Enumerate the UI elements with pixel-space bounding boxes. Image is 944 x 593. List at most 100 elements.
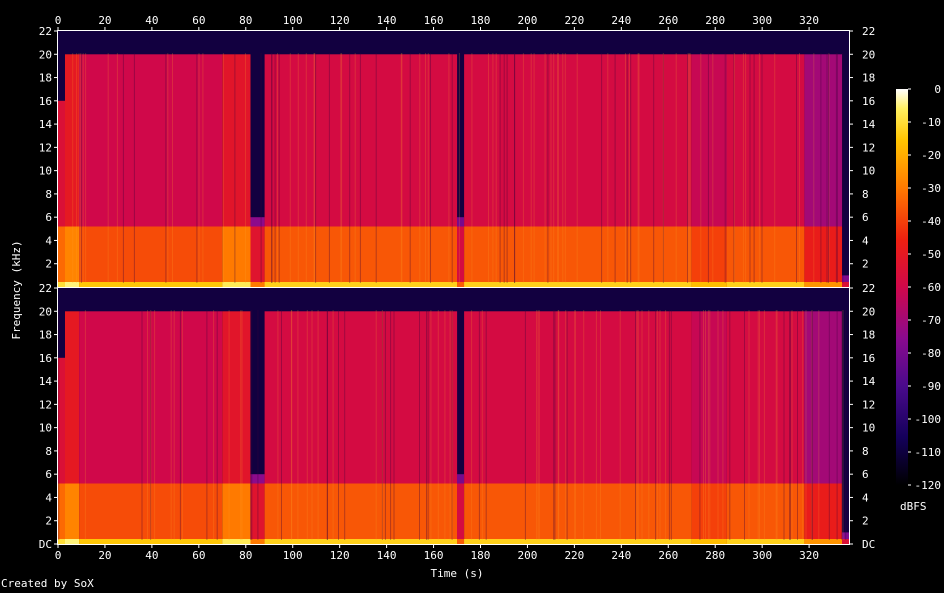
y-tick-label-right: 22: [862, 25, 875, 38]
spectrogram-band-low: [726, 226, 805, 287]
spectrogram-streak: [550, 53, 552, 283]
spectrogram-streak: [271, 53, 273, 283]
spectrogram-streak: [326, 310, 328, 540]
spectrogram-streak: [811, 310, 813, 540]
y-tick-label-right: 16: [862, 95, 875, 108]
spectrogram-band-bass: [58, 282, 65, 287]
spectrogram-band-low: [464, 483, 692, 544]
spectrogram-streak: [80, 53, 82, 283]
spectrogram-streak: [544, 53, 546, 283]
y-tick-label-left: 6: [45, 468, 52, 481]
spectrogram-streak: [662, 53, 664, 283]
spectrogram-band-low: [264, 226, 458, 287]
spectrogram-streak: [813, 53, 815, 283]
channel-1-panel: [58, 31, 849, 287]
spectrogram-band-bass: [691, 539, 727, 544]
y-tick-label-right: 8: [862, 188, 869, 201]
x-tick-label: 280: [705, 14, 725, 27]
y-tick-label-left: 22: [39, 25, 52, 38]
spectrogram-streak: [451, 53, 453, 283]
spectrogram-streak: [240, 310, 242, 540]
spectrogram-streak: [78, 53, 80, 283]
x-tick-label: 220: [564, 14, 584, 27]
spectrogram-band-low: [804, 226, 842, 287]
spectrogram-band-bass: [65, 539, 80, 544]
y-tick-label-right: 14: [862, 118, 876, 131]
spectrogram-band-high: [264, 311, 458, 484]
spectrogram-streak: [82, 53, 84, 283]
x-tick-label: 300: [752, 14, 772, 27]
spectrogram-streak: [291, 310, 293, 540]
spectrogram-streak: [499, 53, 501, 283]
spectrogram-streak: [828, 53, 830, 283]
colorbar-tick-label: -30: [921, 182, 941, 195]
x-tick-label: 0: [55, 14, 62, 27]
spectrogram-streak: [430, 53, 431, 283]
spectrogram-streak: [451, 310, 453, 540]
spectrogram-streak: [277, 310, 279, 540]
x-tick-label: 40: [145, 14, 158, 27]
x-tick-label: 20: [98, 14, 111, 27]
spectrogram-streak: [326, 310, 328, 540]
spectrogram-streak: [700, 53, 702, 283]
spectrogram-band-bass: [250, 282, 265, 287]
spectrogram-streak: [707, 53, 709, 283]
spectrogram-streak: [340, 53, 342, 283]
x-tick-label: 220: [564, 549, 584, 562]
channel-2-panel: [58, 288, 849, 544]
spectrogram-streak: [845, 310, 847, 540]
colorbar-tick-label: -120: [915, 479, 942, 492]
y-tick-label-right: 6: [862, 468, 869, 481]
spectrogram-streak: [836, 53, 838, 283]
spectrogram-band-high: [58, 100, 65, 227]
spectrogram-streak: [614, 53, 616, 283]
spectrogram-streak: [668, 310, 670, 540]
spectrogram-streak: [250, 310, 252, 540]
colorbar-tick-label: -50: [921, 248, 941, 261]
spectrogram-streak: [576, 53, 578, 283]
spectrogram-band-bass: [691, 282, 727, 287]
spectrogram-band-high: [457, 217, 464, 227]
spectrogram-streak: [514, 53, 516, 283]
spectrogram-streak: [635, 310, 636, 540]
spectrogram-streak: [562, 53, 564, 283]
x-tick-label: 200: [517, 14, 537, 27]
spectrogram-streak: [776, 310, 778, 540]
spectrogram-streak: [437, 310, 439, 540]
spectrogram-band-bass: [726, 539, 805, 544]
x-tick-label: 100: [283, 549, 303, 562]
spectrogram-streak: [533, 53, 535, 283]
spectrogram-streak: [122, 53, 124, 283]
spectrogram-streak: [297, 53, 299, 283]
spectrogram-streak: [449, 310, 451, 540]
spectrogram-streak: [141, 310, 143, 540]
spectrogram-streak: [659, 310, 661, 540]
colorbar-gradient: [896, 89, 908, 485]
spectrogram-band-low: [222, 483, 251, 544]
spectrogram-streak: [260, 53, 262, 283]
spectrogram-streak: [317, 310, 319, 540]
spectrogram-band-low: [58, 226, 65, 287]
spectrogram-streak: [758, 53, 760, 283]
spectrogram-band-bass: [79, 539, 223, 544]
x-tick-label: 180: [471, 14, 491, 27]
spectrogram-streak: [213, 310, 215, 540]
y-tick-label-left: 4: [45, 234, 52, 247]
spectrogram-streak: [763, 310, 765, 540]
spectrogram-streak: [536, 310, 538, 540]
x-tick-label: 320: [799, 14, 819, 27]
colorbar-tick-label: -110: [915, 446, 942, 459]
x-tick-label: 20: [98, 549, 111, 562]
channel-2-spectrogram: [58, 310, 849, 544]
spectrogram-streak: [783, 310, 785, 540]
spectrogram-band-high: [222, 311, 251, 484]
spectrogram-streak: [80, 53, 82, 283]
spectrogram-streak: [553, 310, 555, 540]
spectrogram-streak: [524, 310, 526, 540]
y-tick-label-left: 16: [39, 352, 52, 365]
y-tick-label-left: 20: [39, 48, 52, 61]
spectrogram-streak: [167, 53, 169, 283]
spectrogram-band-bass: [804, 282, 842, 287]
x-tick-label: 120: [330, 549, 350, 562]
